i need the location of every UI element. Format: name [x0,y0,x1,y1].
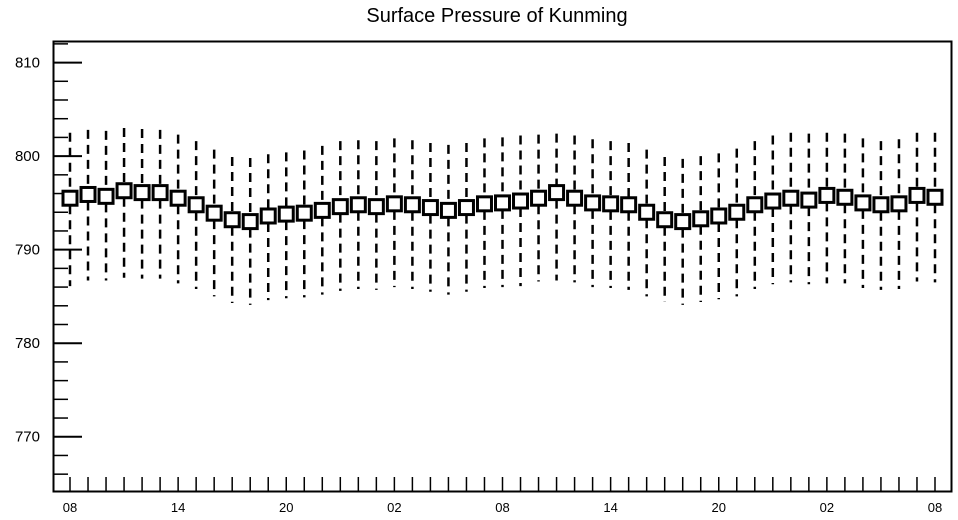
box-marker [313,201,331,219]
box-marker [656,211,674,229]
box-marker [620,196,638,214]
box-marker [764,192,782,210]
x-axis: 08 14 20 02 08 14 20 02 08 [63,477,942,515]
box-marker [277,205,295,223]
box-marker [259,207,277,225]
y-tick-label: 770 [15,429,40,446]
y-tick-label: 800 [15,148,40,165]
box-marker [638,203,656,221]
box-marker [295,204,313,222]
box-marker [367,198,385,216]
x-tick-label: 02 [820,500,834,515]
box-marker [349,196,367,214]
box-marker [602,195,620,213]
box-marker [692,210,710,228]
box-marker [133,184,151,202]
box-marker [97,187,115,205]
box-marker [61,189,79,207]
y-tick-label: 790 [15,242,40,259]
x-tick-label: 08 [928,500,942,515]
box-marker [79,185,97,203]
box-marker [908,186,926,204]
x-tick-label: 02 [387,500,401,515]
box-marker [115,182,133,200]
box-marker [475,195,493,213]
box-marker [241,213,259,231]
box-marker [548,184,566,202]
boxes-group [61,128,944,305]
x-tick-label: 20 [712,500,726,515]
y-tick-label: 780 [15,335,40,352]
x-tick-label: 14 [171,500,185,515]
box-marker [746,196,764,214]
box-marker [566,189,584,207]
box-marker [800,191,818,209]
box-marker [836,188,854,206]
box-marker [872,196,890,214]
box-marker [926,188,944,206]
box-marker [818,186,836,204]
x-tick-label: 08 [495,500,509,515]
x-tick-label: 08 [63,500,77,515]
x-tick-label: 14 [603,500,617,515]
x-tick-label: 20 [279,500,293,515]
y-axis: 770 780 790 800 810 [15,43,82,475]
box-marker [205,204,223,222]
plot-frame [52,40,953,493]
box-marker [331,198,349,216]
box-marker [782,189,800,207]
box-marker [223,211,241,229]
box-marker [403,196,421,214]
box-marker [890,195,908,213]
box-marker [457,199,475,217]
box-marker [512,192,530,210]
y-tick-label: 810 [15,55,40,72]
box-marker [151,184,169,202]
box-marker [710,207,728,225]
box-marker [385,195,403,213]
box-marker [530,189,548,207]
box-marker [674,213,692,231]
box-marker [439,201,457,219]
chart-title: Surface Pressure of Kunming [366,5,627,27]
box-marker [854,194,872,212]
box-marker [494,194,511,212]
box-marker [584,194,602,212]
box-marker [169,189,187,207]
box-marker [187,196,205,214]
box-marker [421,199,439,217]
box-marker [728,203,746,221]
